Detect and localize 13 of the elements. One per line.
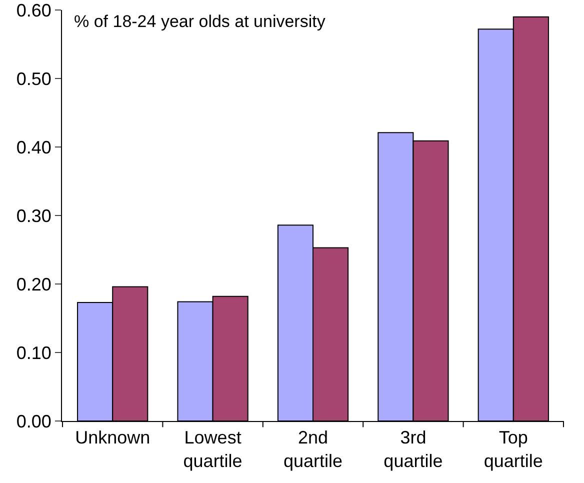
- x-tick-label: 3rd quartile: [384, 428, 443, 471]
- x-tick-label: Unknown: [75, 428, 150, 448]
- y-tick-label: 0.00: [16, 411, 52, 432]
- y-axis-title: % of 18-24 year olds at university: [74, 12, 326, 31]
- x-tick-label: Top quartile: [484, 428, 543, 471]
- y-tick-label: 0.50: [16, 68, 52, 89]
- y-tick-label: 0.20: [16, 274, 52, 294]
- y-tick-label: 0.10: [16, 342, 52, 363]
- x-tick-label: Lowest quartile: [183, 428, 242, 471]
- y-tick-label: 0.60: [16, 0, 52, 20]
- y-tick-label: 0.30: [16, 206, 52, 226]
- x-tick-label: 2nd quartile: [283, 428, 343, 471]
- y-tick-label: 0.40: [16, 137, 52, 158]
